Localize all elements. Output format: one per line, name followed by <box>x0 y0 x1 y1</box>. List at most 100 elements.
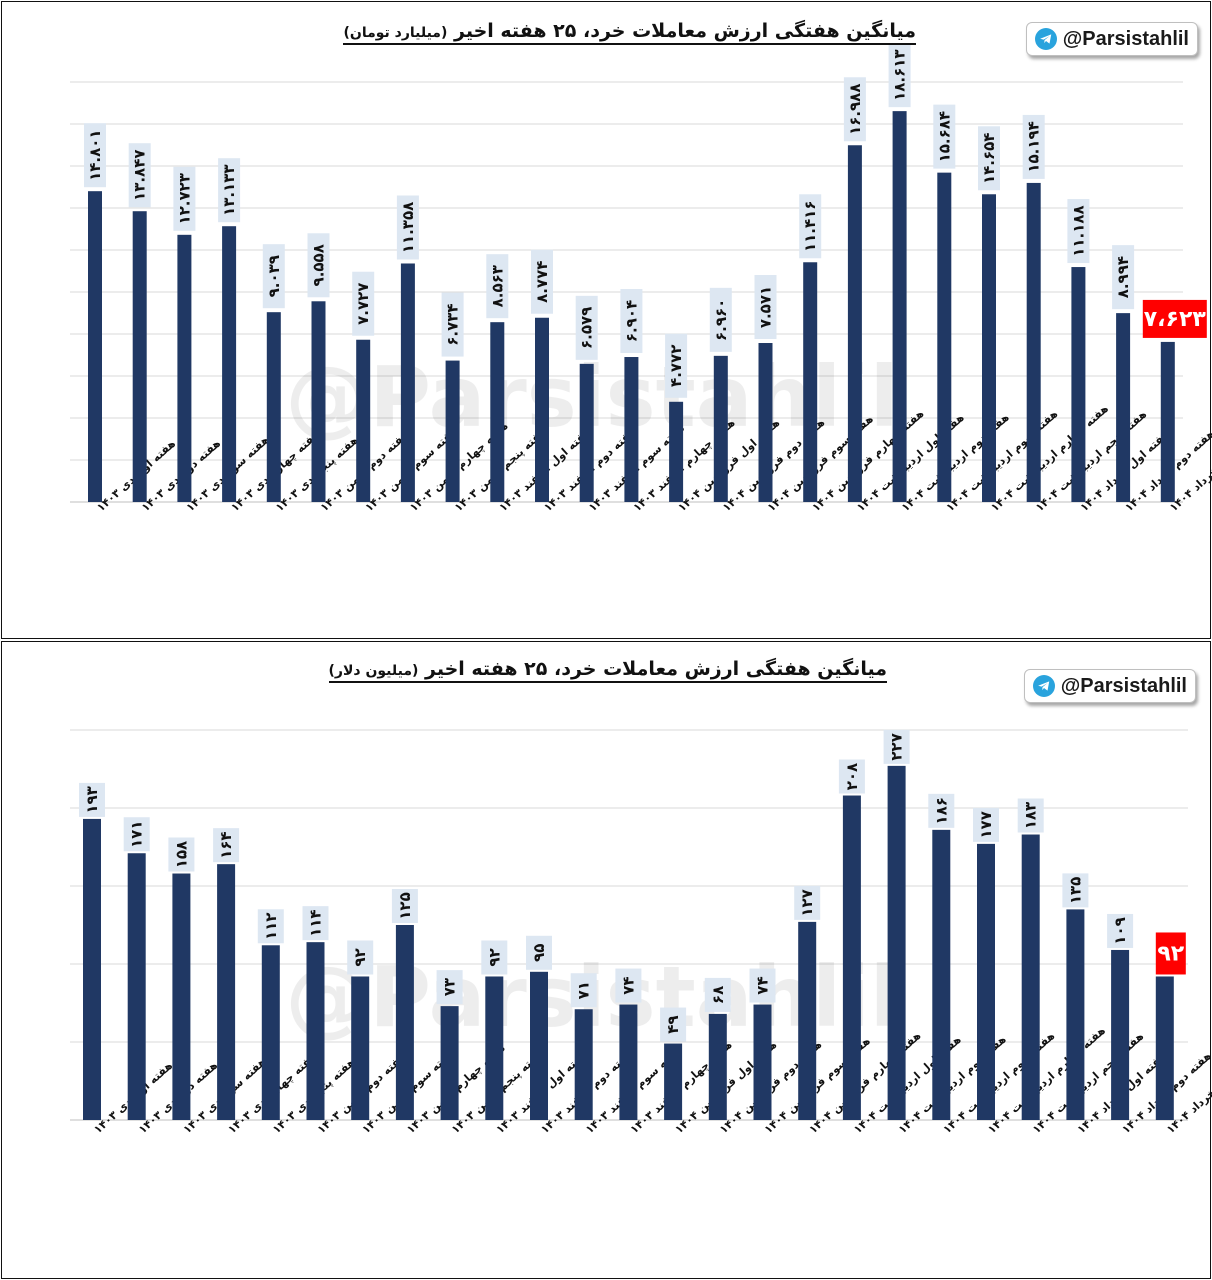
bar <box>440 1006 459 1120</box>
chart-title-main: میانگین هفتگی ارزش معاملات خرد، ۲۵ هفته … <box>454 20 916 42</box>
value-label: ۱۸.۶۱۳ <box>891 49 909 100</box>
value-label-bg <box>799 194 822 259</box>
value-label: ۱۶.۹۸۸ <box>846 84 864 135</box>
value-label-bg <box>128 143 151 208</box>
bar <box>1155 976 1174 1120</box>
value-label-bg <box>665 333 688 398</box>
value-label: ۶.۵۷۹ <box>578 307 596 349</box>
value-label: ۱۲۵ <box>396 892 414 919</box>
value-label-bg <box>754 275 777 340</box>
value-label: ۶.۷۳۴ <box>444 303 462 345</box>
bar <box>887 765 906 1120</box>
value-label: ۶۸ <box>709 986 727 1004</box>
value-label: ۲۰۸ <box>843 763 861 790</box>
value-label-bg <box>973 807 999 842</box>
bar <box>977 843 995 1120</box>
value-label: ۱۸۳ <box>1022 802 1040 829</box>
bar <box>306 942 325 1120</box>
value-label-bg <box>978 126 1000 191</box>
value-label: ۸.۵۶۳ <box>488 265 506 307</box>
value-label: ۸.۷۷۴ <box>533 261 551 303</box>
value-label-bg <box>486 254 509 319</box>
bar <box>1111 949 1130 1120</box>
value-label-bg <box>307 233 330 298</box>
value-label-bg <box>1107 913 1134 948</box>
value-label-bg <box>391 889 418 923</box>
value-label-bg <box>615 968 642 1003</box>
value-label-bg <box>257 909 284 944</box>
value-label: ۷.۷۲۷ <box>354 283 372 325</box>
bar <box>217 864 236 1120</box>
value-label: ۱۱۲ <box>262 913 280 940</box>
value-label: ۷.۵۷۱ <box>757 286 775 328</box>
bar <box>803 262 818 502</box>
value-label-bg <box>1112 245 1135 310</box>
bar <box>445 360 460 502</box>
bar <box>132 211 147 502</box>
brand-handle: @Parsistahlil <box>1062 27 1189 50</box>
bar <box>490 322 505 502</box>
bar <box>356 339 371 502</box>
brand-badge[interactable]: @Parsistahlil <box>1023 669 1196 703</box>
bar <box>266 312 281 502</box>
value-label: ۷۳ <box>441 978 459 996</box>
bar <box>982 194 996 503</box>
value-label-bg <box>794 885 821 920</box>
value-label-bg <box>262 244 285 309</box>
value-label: ۱۵.۶۸۴ <box>935 111 953 162</box>
value-label: ۱۱۴ <box>307 909 325 936</box>
value-label-bg <box>441 292 464 357</box>
value-label-bg <box>620 289 643 354</box>
value-label-bg <box>481 940 508 975</box>
value-label: ۱۳.۸۴۷ <box>131 149 149 200</box>
value-label-bg <box>218 158 241 223</box>
value-label: ۱۵۸ <box>172 841 190 868</box>
chart-title-main: میانگین هفتگی ارزش معاملات خرد، ۲۵ هفته … <box>425 658 887 680</box>
bar <box>624 357 639 502</box>
bar <box>88 191 102 502</box>
bar <box>932 829 951 1120</box>
bar <box>664 1043 683 1120</box>
value-label-bg <box>1017 798 1044 833</box>
value-label-bg <box>1022 114 1045 179</box>
value-label: ۱۰۹ <box>1111 917 1129 944</box>
value-label: ۱۴.۸۰۱ <box>86 129 104 180</box>
value-label-bg <box>928 793 955 828</box>
value-label-bg <box>347 940 374 975</box>
value-label: ۹۲ <box>485 948 503 966</box>
bar <box>619 1004 638 1120</box>
value-label-bg <box>709 287 732 352</box>
value-label-bg <box>749 968 776 1003</box>
value-label-bg <box>1067 199 1090 264</box>
value-label-bg <box>660 1007 687 1042</box>
value-label: ۱۱.۳۵۸ <box>399 202 417 253</box>
value-label-bg <box>396 195 419 260</box>
value-label-bg <box>123 817 150 852</box>
value-label-bg <box>838 759 865 794</box>
value-label: ۱۲۷ <box>798 889 816 916</box>
brand-handle: @Parsistahlil <box>1060 674 1187 697</box>
value-label-bg <box>704 977 731 1012</box>
value-label: ۸.۹۹۴ <box>1114 256 1132 298</box>
value-label-bg <box>352 271 375 336</box>
value-label: ۱۶۴ <box>217 831 235 858</box>
bar <box>892 111 907 502</box>
bar <box>1066 909 1085 1120</box>
bar <box>669 401 684 502</box>
value-label: ۶.۹۰۴ <box>622 300 640 342</box>
bar <box>758 343 773 502</box>
value-label: ۱۷۱ <box>128 821 146 848</box>
value-label: ۱۷۷ <box>977 811 995 838</box>
value-label-bg <box>1062 873 1089 908</box>
value-label: ۹۲ <box>351 948 369 966</box>
value-label: ۱۱.۱۸۸ <box>1069 205 1087 256</box>
bar <box>535 317 549 502</box>
bar <box>798 921 817 1120</box>
value-label-bg <box>79 782 105 817</box>
telegram-icon <box>1034 28 1057 50</box>
value-label: ۱۲.۷۲۳ <box>175 173 193 224</box>
brand-badge[interactable]: @Parsistahlil <box>1025 22 1198 56</box>
